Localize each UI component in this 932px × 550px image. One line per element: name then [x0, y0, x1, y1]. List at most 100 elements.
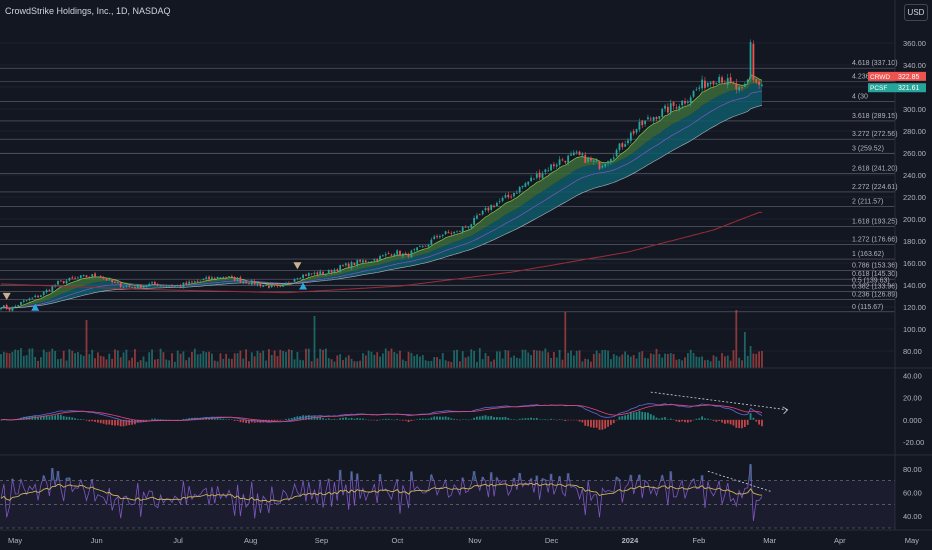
- volume-bar: [42, 349, 45, 368]
- volume-bar: [350, 358, 353, 368]
- macd-histogram-bar: [359, 418, 361, 420]
- price-tick-label: 220.00: [903, 193, 926, 202]
- macd-histogram-bar: [71, 417, 74, 420]
- macd-histogram-bar: [211, 417, 213, 420]
- candle-body: [535, 173, 538, 178]
- volume-bar: [401, 359, 404, 368]
- volume-bar: [590, 361, 592, 368]
- fib-label: 0.618 (145.30): [852, 271, 898, 278]
- volume-bar: [5, 352, 8, 368]
- macd-histogram-bar: [598, 419, 601, 430]
- volume-bar: [407, 351, 410, 368]
- macd-histogram-bar: [165, 419, 168, 421]
- candle-body: [344, 263, 347, 266]
- volume-bar: [307, 348, 310, 368]
- macd-histogram-bar: [154, 418, 156, 420]
- candle-body: [142, 286, 145, 288]
- macd-histogram-bar: [185, 418, 188, 420]
- volume-bar: [205, 352, 208, 368]
- volume-bar: [250, 352, 253, 368]
- candle-body: [102, 277, 105, 279]
- macd-histogram-bar: [612, 419, 615, 424]
- candle-body: [661, 108, 664, 117]
- candle-body: [698, 87, 701, 89]
- volume-bar: [62, 350, 65, 368]
- volume-bar: [410, 352, 413, 368]
- volume-bar: [570, 350, 572, 368]
- volume-bar: [48, 351, 51, 368]
- macd-histogram-bar: [712, 419, 715, 421]
- volume-bar: [419, 356, 421, 368]
- volume-bar: [490, 361, 493, 368]
- macd-histogram-bar: [518, 418, 521, 420]
- rsi-tick-label: 40.00: [903, 512, 922, 521]
- volume-bar: [538, 350, 541, 368]
- candle-body: [299, 278, 302, 279]
- candle-body: [171, 285, 173, 287]
- volume-bar: [447, 361, 450, 368]
- macd-histogram-bar: [270, 419, 273, 422]
- macd-histogram-bar: [501, 417, 504, 420]
- candle-body: [581, 153, 584, 156]
- candle-body: [168, 285, 171, 287]
- macd-histogram-bar: [507, 417, 510, 420]
- volume-bar: [319, 348, 322, 368]
- candle-body: [407, 253, 410, 257]
- volume-bar: [553, 352, 555, 368]
- candle-body: [399, 250, 401, 256]
- price-tick-label: 260.00: [903, 149, 926, 158]
- volume-bar: [325, 348, 327, 368]
- macd-histogram-bar: [379, 419, 381, 421]
- macd-histogram-bar: [45, 415, 48, 420]
- macd-histogram-bar: [239, 419, 242, 423]
- currency-button[interactable]: USD: [904, 4, 928, 21]
- macd-histogram-bar: [111, 419, 114, 426]
- macd-histogram-bar: [510, 419, 513, 420]
- candle-body: [612, 157, 615, 159]
- volume-bars: [0, 310, 763, 368]
- volume-bar: [216, 361, 219, 368]
- macd-tick-label: 20.00: [903, 394, 922, 403]
- candle-body: [182, 282, 185, 287]
- volume-bar: [436, 357, 438, 368]
- badge-name-bg: [868, 71, 896, 81]
- volume-bar: [604, 349, 607, 368]
- candle-body: [390, 254, 393, 256]
- macd-histogram-bar: [681, 419, 684, 422]
- volume-bar: [598, 353, 601, 368]
- macd-histogram-bar: [513, 419, 515, 420]
- candle-body: [413, 249, 416, 251]
- candle-body: [325, 273, 327, 276]
- volume-bar: [353, 361, 356, 368]
- candle-body: [664, 105, 666, 109]
- candle-body: [419, 246, 421, 248]
- macd-histogram-bar: [305, 415, 307, 420]
- macd-histogram-bar: [584, 419, 587, 426]
- candle-body: [587, 157, 589, 162]
- volume-bar: [467, 356, 470, 368]
- volume-bar: [242, 358, 245, 368]
- macd-histogram-bar: [470, 419, 473, 420]
- macd-histogram-bar: [82, 419, 85, 420]
- candle-body: [547, 170, 550, 172]
- macd-histogram-bar: [672, 419, 675, 421]
- macd-histogram-bar: [364, 419, 367, 420]
- fib-label: 4.236 (3: [852, 74, 878, 81]
- macd-histogram-bar: [561, 419, 564, 421]
- macd-histogram-bar: [116, 419, 119, 426]
- macd-histogram-bar: [162, 419, 165, 420]
- candle-body: [741, 87, 743, 89]
- price-tick-label: 300.00: [903, 105, 926, 114]
- volume-bar: [20, 348, 22, 368]
- volume-bar: [550, 358, 552, 368]
- candle-body: [376, 259, 379, 262]
- volume-bar: [535, 350, 538, 368]
- candle-body: [401, 253, 404, 257]
- macd-histogram-bar: [692, 419, 695, 421]
- candle-body: [592, 160, 595, 162]
- macd-histogram-bar: [755, 419, 758, 422]
- macd-histogram-bar: [102, 419, 105, 424]
- candle-body: [758, 81, 760, 85]
- volume-bar: [718, 360, 721, 368]
